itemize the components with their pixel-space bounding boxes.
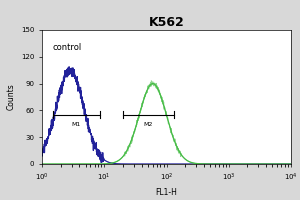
- X-axis label: FL1-H: FL1-H: [156, 188, 177, 197]
- Text: M2: M2: [144, 122, 153, 127]
- Y-axis label: Counts: Counts: [6, 84, 15, 110]
- Text: control: control: [53, 43, 82, 52]
- Text: M1: M1: [72, 122, 81, 127]
- Title: K562: K562: [148, 16, 184, 29]
